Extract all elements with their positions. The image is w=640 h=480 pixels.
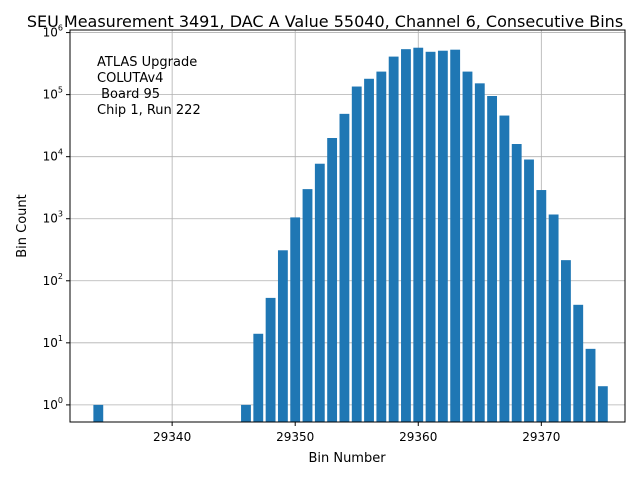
bar-bin-29374: [585, 348, 596, 422]
bar-bin-29373: [573, 304, 584, 422]
x-tick-label: 29360: [399, 430, 437, 444]
bar-bin-29364: [462, 71, 473, 422]
bar-bin-29361: [425, 51, 436, 422]
bar-bin-29351: [302, 189, 313, 422]
bar-bin-29360: [413, 47, 424, 422]
annotation-line: Chip 1, Run 222: [97, 103, 201, 118]
y-tick-label: 100: [43, 396, 63, 412]
y-axis-ticks: 100 101 102 103 104 105 106: [43, 24, 70, 412]
x-axis-label: Bin Number: [308, 451, 386, 466]
bar-bin-29355: [351, 86, 362, 422]
x-tick-label: 29350: [276, 430, 314, 444]
bar-bin-29365: [474, 83, 485, 422]
bar-bin-29347: [253, 333, 264, 422]
bar-bin-29350: [290, 217, 301, 422]
annotation-line: Board 95: [97, 87, 160, 102]
bar-bin-29353: [327, 138, 338, 422]
y-tick-label: 106: [43, 24, 63, 40]
bar-bin-29370: [536, 190, 547, 422]
bar-bin-29358: [388, 56, 399, 422]
y-tick-label: 104: [43, 148, 63, 164]
y-axis-label: Bin Count: [15, 194, 30, 258]
y-tick-label: 101: [43, 334, 63, 350]
bar-bin-29346: [241, 404, 251, 422]
x-axis-ticks: 29340 29350 29360 29370: [153, 422, 560, 444]
bar-bin-29349: [277, 250, 288, 422]
chart-title: SEU Measurement 3491, DAC A Value 55040,…: [27, 12, 623, 31]
y-tick-label: 103: [43, 210, 63, 226]
x-tick-label: 29370: [522, 430, 560, 444]
bar-bin-29356: [364, 78, 374, 422]
bar-bin-29372: [561, 260, 571, 422]
bar-bin-29368: [511, 144, 522, 422]
bar-bin-29357: [376, 71, 387, 422]
bar-bin-29334: [93, 404, 104, 422]
bars: [93, 47, 608, 423]
y-tick-label: 102: [43, 272, 63, 288]
bar-bin-29371: [548, 214, 559, 422]
bar-bin-29366: [487, 96, 498, 422]
bar-bin-29363: [450, 49, 461, 423]
bar-bin-29348: [265, 297, 276, 422]
bar-bin-29375: [597, 386, 608, 422]
bar-bin-29352: [314, 163, 325, 422]
plot-frame: [69, 29, 626, 423]
annotation-line: COLUTAv4: [97, 71, 163, 86]
y-tick-label: 105: [43, 86, 63, 102]
bar-bin-29369: [524, 159, 534, 422]
bar-bin-29359: [401, 49, 411, 423]
bar-bin-29367: [499, 115, 510, 423]
bar-bin-29354: [339, 113, 350, 422]
bar-bin-29362: [437, 50, 448, 423]
annotation-line: ATLAS Upgrade: [97, 55, 197, 70]
x-tick-label: 29340: [153, 430, 191, 444]
